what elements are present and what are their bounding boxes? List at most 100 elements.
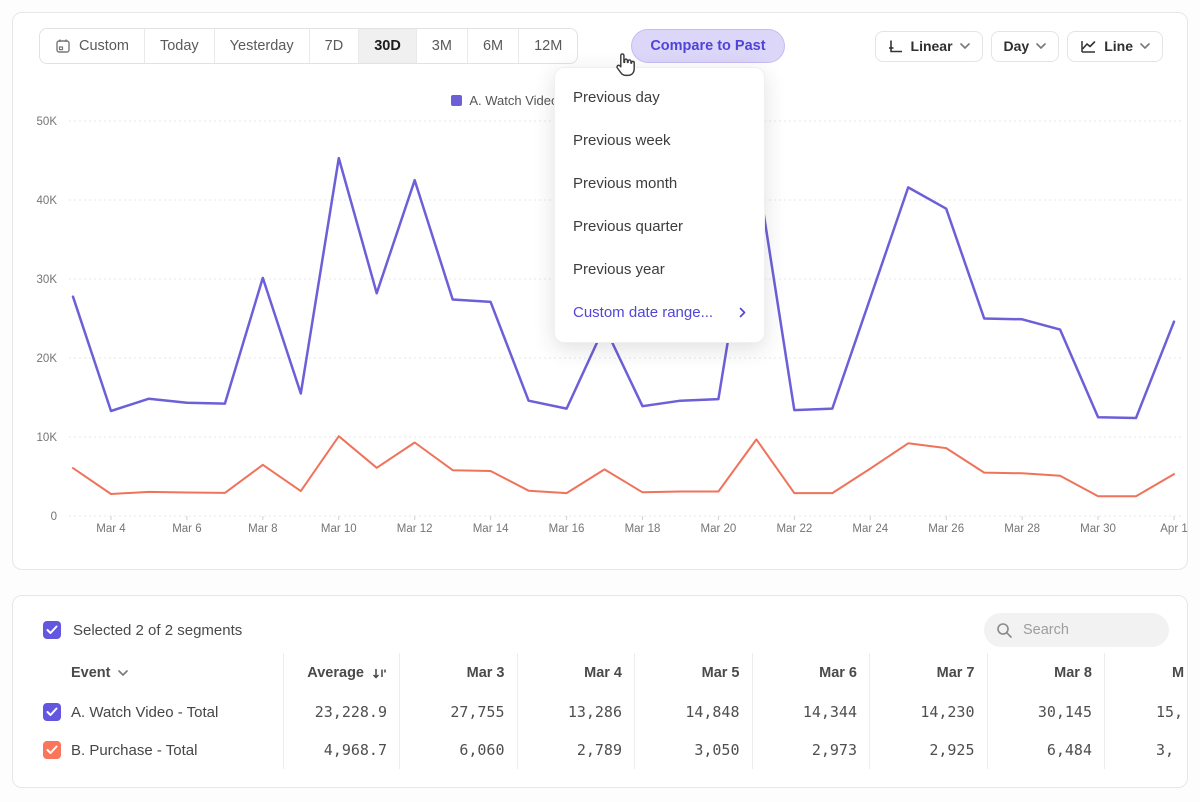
svg-text:50K: 50K	[37, 116, 58, 128]
svg-text:Mar 30: Mar 30	[1080, 523, 1116, 535]
segments-card: Selected 2 of 2 segments Event Average Mar…	[12, 595, 1188, 788]
date-column-header[interactable]: Mar 8	[987, 653, 1105, 693]
series-line-b	[73, 436, 1174, 496]
search-box[interactable]	[984, 613, 1169, 647]
value-cell: 3,050	[634, 731, 752, 769]
chart-type-dropdown[interactable]: Line	[1067, 31, 1163, 62]
menu-item-previous-day[interactable]: Previous day	[555, 76, 764, 119]
date-range-label: 30D	[374, 38, 401, 54]
event-header-label: Event	[71, 665, 111, 681]
value-cell: 6,060	[399, 731, 517, 769]
svg-text:10K: 10K	[37, 432, 58, 444]
value-cell: 13,286	[517, 693, 635, 731]
svg-text:0: 0	[51, 511, 57, 523]
menu-item-previous-year[interactable]: Previous year	[555, 248, 764, 291]
date-range-6m[interactable]: 6M	[467, 29, 518, 63]
average-header-label: Average	[307, 665, 364, 681]
calendar-icon	[55, 38, 71, 54]
menu-item-previous-week[interactable]: Previous week	[555, 119, 764, 162]
date-range-label: 12M	[534, 38, 562, 54]
average-value-cell: 4,968.7	[283, 731, 399, 769]
line-chart-icon	[1080, 39, 1097, 54]
date-range-30d[interactable]: 30D	[358, 29, 416, 63]
date-range-label: Custom	[79, 38, 129, 54]
date-range-label: Today	[160, 38, 199, 54]
chevron-down-icon	[118, 670, 128, 676]
segments-table: Event Average Mar 3 Mar 4 Mar 5 Mar 6 Mar 7 Mar…	[13, 653, 1188, 769]
menu-item-previous-month[interactable]: Previous month	[555, 162, 764, 205]
search-icon	[996, 622, 1013, 639]
menu-item-custom-date-range[interactable]: Custom date range...	[555, 291, 764, 334]
date-column-header[interactable]: Mar 7	[869, 653, 987, 693]
value-cell-clipped: 15,	[1104, 693, 1188, 731]
date-range-label: 3M	[432, 38, 452, 54]
date-column-header-clipped[interactable]: M	[1104, 653, 1188, 693]
date-range-label: Yesterday	[230, 38, 294, 54]
date-header-label: Mar 7	[937, 665, 975, 681]
value-cell: 2,925	[869, 731, 987, 769]
svg-text:Mar 14: Mar 14	[473, 523, 509, 535]
svg-text:Mar 4: Mar 4	[96, 523, 126, 535]
scale-label: Linear	[911, 38, 953, 54]
date-header-label: Mar 3	[467, 665, 505, 681]
date-range-12m[interactable]: 12M	[518, 29, 577, 63]
sort-descending-icon	[372, 666, 387, 680]
menu-item-previous-quarter[interactable]: Previous quarter	[555, 205, 764, 248]
chevron-down-icon	[960, 43, 970, 49]
table-row-label-cell: A. Watch Video - Total	[13, 693, 283, 731]
date-column-header[interactable]: Mar 3	[399, 653, 517, 693]
svg-text:Mar 24: Mar 24	[852, 523, 888, 535]
date-column-header[interactable]: Mar 6	[752, 653, 870, 693]
custom-date-range-label: Custom date range...	[573, 304, 713, 321]
interval-label: Day	[1004, 38, 1030, 54]
value-cell: 30,145	[987, 693, 1105, 731]
row-checkbox[interactable]	[43, 741, 61, 759]
value-cell: 2,973	[752, 731, 870, 769]
value-cell-clipped: 3,	[1104, 731, 1188, 769]
check-icon	[46, 707, 58, 717]
date-range-custom[interactable]: Custom	[40, 29, 144, 63]
date-header-label: Mar 4	[584, 665, 622, 681]
value-cell: 14,344	[752, 693, 870, 731]
row-label: A. Watch Video - Total	[71, 704, 218, 721]
svg-text:30K: 30K	[37, 274, 58, 286]
average-column-header[interactable]: Average	[283, 653, 399, 693]
svg-text:Mar 22: Mar 22	[776, 523, 812, 535]
compare-to-past-button[interactable]: Compare to Past	[631, 29, 784, 63]
date-range-yesterday[interactable]: Yesterday	[214, 29, 309, 63]
date-header-label: Mar 5	[702, 665, 740, 681]
svg-text:Mar 6: Mar 6	[172, 523, 201, 535]
svg-text:Mar 16: Mar 16	[549, 523, 585, 535]
row-checkbox[interactable]	[43, 703, 61, 721]
search-input[interactable]	[1021, 621, 1155, 639]
event-column-header[interactable]: Event	[13, 653, 283, 693]
date-range-7d[interactable]: 7D	[309, 29, 359, 63]
date-column-header[interactable]: Mar 5	[634, 653, 752, 693]
svg-text:Mar 18: Mar 18	[625, 523, 661, 535]
svg-text:20K: 20K	[37, 353, 58, 365]
date-range-selector: Custom Today Yesterday 7D 30D 3M 6M 12M	[39, 28, 578, 64]
select-all-checkbox[interactable]	[43, 621, 61, 639]
svg-text:Mar 28: Mar 28	[1004, 523, 1040, 535]
check-icon	[46, 745, 58, 755]
value-cell: 2,789	[517, 731, 635, 769]
table-row-label-cell: B. Purchase - Total	[13, 731, 283, 769]
segments-summary-row: Selected 2 of 2 segments	[13, 596, 1187, 647]
compare-to-past-menu: Previous day Previous week Previous mont…	[554, 67, 765, 343]
legend-swatch-a	[451, 95, 462, 106]
value-cell: 14,230	[869, 693, 987, 731]
date-header-label: M	[1172, 665, 1184, 681]
date-column-header[interactable]: Mar 4	[517, 653, 635, 693]
chart-card: 010K20K30K40K50KMar 4Mar 6Mar 8Mar 10Mar…	[12, 12, 1188, 570]
svg-text:Mar 8: Mar 8	[248, 523, 277, 535]
interval-dropdown[interactable]: Day	[991, 31, 1060, 62]
svg-text:Apr 1: Apr 1	[1160, 523, 1188, 535]
analytics-page: 010K20K30K40K50KMar 4Mar 6Mar 8Mar 10Mar…	[0, 0, 1200, 802]
date-range-3m[interactable]: 3M	[416, 29, 467, 63]
date-range-today[interactable]: Today	[144, 29, 214, 63]
date-header-label: Mar 6	[819, 665, 857, 681]
scale-dropdown[interactable]: Linear	[875, 31, 983, 62]
linear-axis-icon	[888, 39, 904, 54]
value-cell: 14,848	[634, 693, 752, 731]
svg-text:Mar 10: Mar 10	[321, 523, 357, 535]
